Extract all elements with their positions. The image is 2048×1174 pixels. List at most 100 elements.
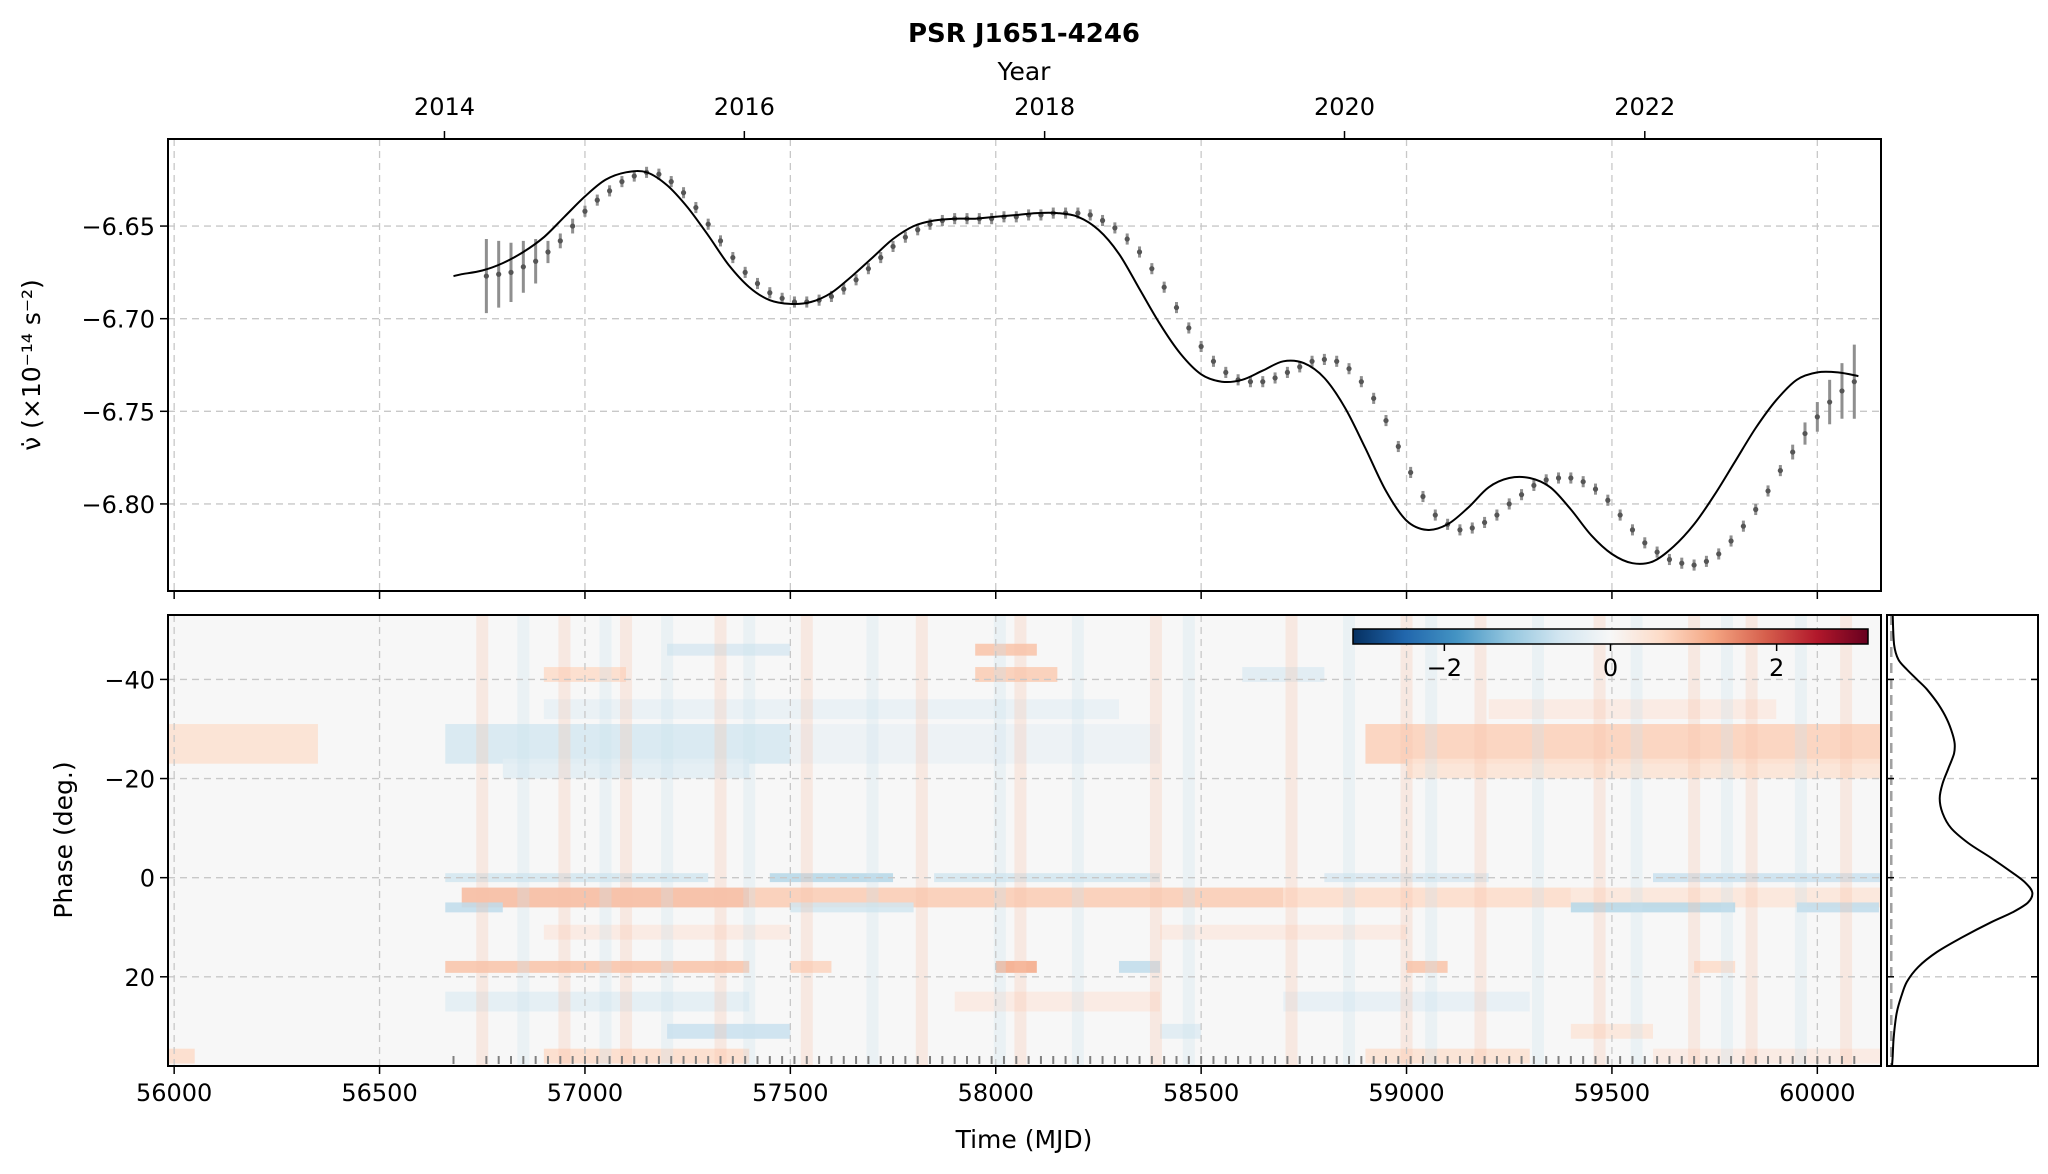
heatmap-band (790, 724, 1161, 764)
data-point (841, 286, 847, 292)
data-point (1629, 527, 1636, 533)
data-point (594, 197, 600, 203)
data-point (508, 269, 514, 275)
data-point (1408, 469, 1414, 476)
data-point (1617, 512, 1623, 518)
year-tick-label: 2020 (1314, 93, 1375, 121)
data-point (582, 208, 588, 214)
heatmap-band (1118, 960, 1161, 973)
data-point (878, 254, 884, 261)
data-point (1814, 414, 1820, 420)
heatmap-stripe (800, 615, 813, 1066)
profile-line (1891, 615, 2034, 1066)
data-point (1087, 212, 1093, 218)
data-point (1543, 477, 1549, 483)
data-point (1481, 519, 1488, 526)
heatmap-band (543, 924, 791, 940)
heatmap-band (749, 887, 1284, 908)
data-point (742, 269, 748, 275)
year-tick-label: 2014 (414, 93, 475, 121)
heatmap-stripe (1688, 615, 1701, 1066)
data-point (1790, 449, 1796, 455)
data-point (915, 227, 921, 233)
data-point (1839, 388, 1845, 394)
heatmap-band (1242, 667, 1325, 682)
data-point (1136, 249, 1143, 255)
x-axis: 56000 56500 57000 57500 58000 58500 59000 59500… (136, 1066, 1856, 1107)
heatmap-band (667, 1023, 791, 1039)
heatmap-band (502, 758, 750, 779)
data-point (1592, 486, 1599, 492)
heatmap-stripe (743, 615, 756, 1066)
top-panel-frame (167, 138, 1882, 592)
data-point (1728, 538, 1734, 544)
heatmap-band (1796, 902, 1879, 913)
model-line (453, 170, 1859, 565)
data-point (1432, 512, 1438, 518)
data-point (730, 254, 736, 261)
data-point (1260, 379, 1266, 385)
data-point (1124, 236, 1130, 242)
data-point (1740, 523, 1746, 529)
heatmap-stripe (1182, 615, 1195, 1066)
heatmap-stripe (620, 615, 633, 1066)
data-point (927, 221, 933, 227)
data-point (1531, 482, 1537, 489)
data-point (1186, 325, 1192, 331)
top-y-tick-label: −6.70 (81, 306, 155, 334)
data-point (853, 277, 859, 283)
data-point (557, 238, 563, 244)
heatmap-stripe (599, 615, 612, 1066)
heatmap-y-tick-label: 0 (140, 865, 155, 893)
x-tick-label: 56500 (341, 1079, 417, 1107)
data-point (754, 280, 761, 287)
data-point (705, 221, 711, 227)
colorbar: −2 0 2 (1352, 628, 1869, 682)
heatmap-band (1570, 887, 1881, 908)
data-point (1309, 358, 1315, 364)
heatmap-band (1488, 699, 1777, 720)
heatmap-gridlines (168, 615, 1881, 1066)
data-point (533, 258, 539, 264)
data-point (1112, 225, 1118, 231)
x-tick-label: 60000 (1779, 1079, 1855, 1107)
heatmap-band (445, 724, 791, 764)
heatmap-y-axis-label: Phase (deg.) (49, 761, 78, 918)
data-point (767, 290, 773, 296)
year-tick-label: 2022 (1614, 93, 1675, 121)
data-point (483, 273, 489, 279)
colorbar-tick-label: 2 (1769, 654, 1784, 682)
data-point (1555, 475, 1562, 481)
data-point (1851, 379, 1857, 385)
heatmap-band (445, 960, 750, 973)
heatmap-band (975, 643, 1037, 656)
data-point (693, 204, 699, 211)
data-point (656, 171, 662, 177)
data-point (1765, 488, 1771, 494)
data-point (1099, 217, 1106, 224)
heatmap-area (168, 615, 1881, 1066)
data-point (1457, 527, 1463, 533)
data-point (520, 264, 526, 270)
x-tick-label: 57500 (752, 1079, 828, 1107)
heatmap-stripe (1343, 615, 1356, 1066)
data-point (1346, 366, 1352, 372)
top-y-tick-label: −6.65 (81, 213, 155, 241)
heatmap-band (543, 699, 1119, 720)
year-axis: 2014 2016 2018 2020 2022 (414, 93, 1675, 139)
data-point (1494, 512, 1500, 518)
data-point (570, 223, 576, 229)
heatmap-stripe (1720, 615, 1733, 1066)
data-point (1383, 417, 1389, 424)
data-point (865, 266, 871, 272)
heatmap-stripe (1630, 615, 1643, 1066)
heatmap-band (543, 667, 627, 682)
data-point (1198, 343, 1204, 350)
heatmap-stripe (1071, 615, 1084, 1066)
data-point (1506, 501, 1512, 507)
colorbar-ticks: −2 0 2 (1427, 644, 1784, 682)
data-point (779, 295, 785, 301)
heatmap-y-axis: −40 −20 0 20 (104, 666, 168, 992)
data-point (1334, 358, 1340, 364)
